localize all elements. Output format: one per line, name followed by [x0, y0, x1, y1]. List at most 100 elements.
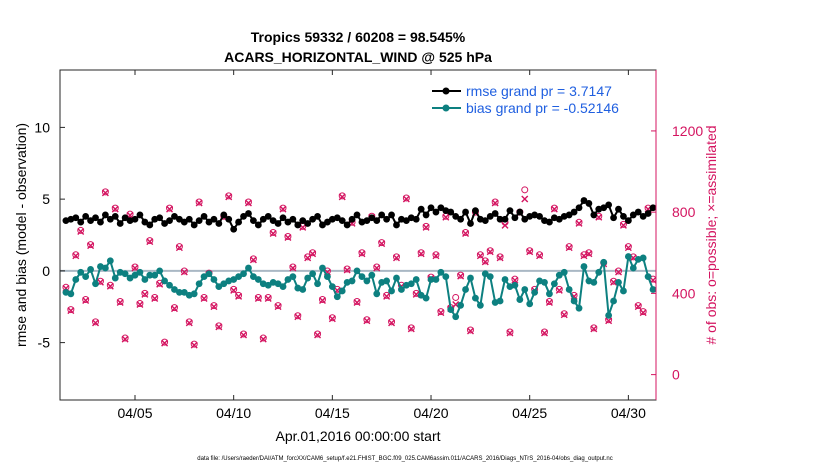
bias-point — [180, 288, 188, 296]
bias-point — [432, 276, 440, 283]
bias-point — [141, 276, 149, 283]
bias-point — [639, 254, 647, 262]
obs-possible-point — [388, 318, 396, 326]
obs-possible-point — [550, 204, 558, 212]
bias-point — [555, 271, 563, 279]
rmse-point — [131, 215, 139, 223]
obs-assimilated-point — [180, 268, 188, 276]
obs-assimilated-point — [284, 234, 292, 242]
obs-possible-point — [249, 255, 257, 263]
bias-point — [590, 278, 598, 286]
bias-point — [220, 280, 228, 288]
rmse-point — [200, 212, 208, 220]
obs-possible-point — [254, 293, 262, 301]
obs-possible-point — [309, 249, 317, 257]
rmse-point — [491, 210, 499, 217]
obs-assimilated-point — [244, 199, 252, 207]
obs-possible-point — [284, 233, 292, 241]
obs-assimilated-point — [161, 339, 169, 347]
obs-possible-point — [126, 210, 134, 218]
obs-possible-point — [575, 218, 583, 226]
rmse-point — [575, 204, 583, 212]
rmse-point — [427, 204, 435, 212]
obs-assimilated-point — [402, 195, 410, 203]
legend-rmse-marker — [442, 87, 450, 95]
bias-point — [87, 266, 94, 273]
obs-assimilated-point — [121, 335, 129, 343]
rmse-point — [269, 217, 277, 225]
obs-assimilated-point — [195, 199, 203, 207]
bias-point — [427, 276, 435, 283]
bias-point — [393, 274, 400, 282]
bias-point — [67, 290, 75, 298]
obs-assimilated-point — [92, 319, 100, 327]
obs-possible-point — [496, 253, 504, 261]
obs-possible-point — [491, 198, 499, 206]
obs-assimilated-point — [77, 227, 85, 235]
rmse-point — [393, 221, 400, 229]
bias-point — [230, 276, 238, 283]
bias-point — [200, 273, 208, 281]
obs-assimilated-point — [185, 319, 193, 327]
rmse-point — [590, 211, 598, 219]
obs-assimilated-point — [437, 309, 445, 317]
obs-possible-point — [353, 298, 361, 306]
rmse-point — [180, 218, 188, 226]
obs-assimilated-point — [190, 341, 198, 349]
rmse-point — [254, 221, 262, 229]
rmse-point — [171, 212, 178, 220]
rmse-point — [121, 214, 129, 222]
obs-possible-point — [87, 241, 95, 249]
legend-bias-label: bias grand pr = -0.52146 — [466, 100, 619, 116]
obs-assimilated-point — [328, 315, 336, 323]
obs-possible-point — [116, 298, 124, 306]
legend-box — [425, 76, 651, 120]
rmse-point — [388, 211, 395, 219]
rmse-point — [383, 215, 391, 223]
bias-point — [175, 288, 183, 296]
rmse-point — [353, 211, 361, 219]
obs-assimilated-point — [249, 256, 257, 264]
bias-point — [476, 301, 484, 309]
bias-point — [106, 257, 114, 265]
obs-possible-point — [634, 302, 642, 310]
bias-point — [156, 267, 164, 275]
rmse-point — [521, 215, 529, 223]
obs-possible-point — [452, 293, 460, 301]
rmse-point — [422, 211, 430, 219]
obs-possible-point — [294, 312, 302, 320]
rmse-point — [462, 208, 469, 216]
x-axis-label: Apr.01,2016 00:00:00 start — [275, 428, 440, 444]
bias-point — [541, 278, 548, 286]
obs-possible-point — [131, 263, 139, 271]
rmse-point — [447, 208, 455, 216]
obs-assimilated-point — [111, 205, 119, 213]
rmse-point — [161, 220, 168, 227]
obs-possible-point — [314, 330, 322, 338]
bias-point — [546, 290, 553, 298]
bias-point — [279, 283, 287, 291]
rmse-point — [615, 205, 622, 213]
bias-point — [486, 273, 494, 281]
obs-assimilated-point — [624, 244, 632, 252]
bias-point — [77, 268, 85, 276]
obs-possible-point — [545, 298, 553, 306]
rmse-point — [274, 220, 282, 227]
rmse-point — [319, 221, 326, 229]
bias-point — [511, 281, 519, 289]
obs-assimilated-point — [407, 325, 415, 333]
obs-possible-point — [210, 302, 218, 310]
rmse-point — [250, 217, 257, 225]
bias-point — [304, 274, 312, 282]
rmse-point — [136, 211, 144, 219]
obs-assimilated-point — [541, 329, 548, 337]
bias-point — [388, 287, 395, 295]
obs-assimilated-point — [215, 323, 223, 331]
obs-possible-point — [457, 271, 465, 279]
rmse-point — [146, 221, 154, 229]
bias-point — [481, 270, 489, 278]
rmse-point — [412, 215, 420, 223]
obs-possible-point — [540, 328, 548, 336]
obs-assimilated-point — [343, 266, 351, 274]
obs-assimilated-point — [457, 272, 465, 280]
